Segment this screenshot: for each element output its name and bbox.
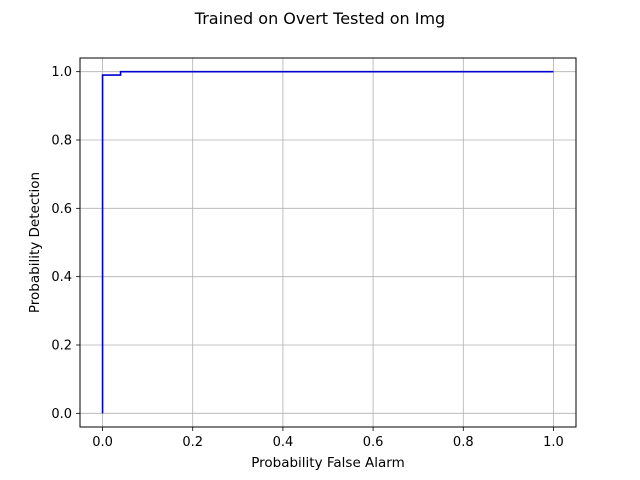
x-tick-label: 0.8 — [453, 435, 474, 450]
plot-area-frame — [79, 57, 577, 428]
y-tick-label: 0.0 — [51, 407, 72, 422]
x-axis-label: Probability False Alarm — [251, 455, 405, 471]
x-tick-label: 0.4 — [273, 435, 294, 450]
x-tick-label: 1.0 — [543, 435, 564, 450]
series-layer — [101, 70, 554, 414]
x-axis-ticks: 0.0 0.2 0.4 0.6 0.8 1.0 — [92, 427, 564, 450]
y-axis-ticks: 0.0 0.2 0.4 0.6 0.8 1.0 — [51, 65, 80, 422]
x-tick-label: 0.0 — [92, 435, 113, 450]
y-tick-label: 0.6 — [51, 202, 72, 217]
y-axis-label: Probability Detection — [27, 172, 43, 313]
roc-curve-line — [101, 70, 554, 414]
grid-lines — [80, 58, 576, 427]
x-tick-label: 0.2 — [182, 435, 203, 450]
y-tick-label: 1.0 — [51, 65, 72, 80]
y-tick-label: 0.4 — [51, 270, 72, 285]
x-tick-label: 0.6 — [363, 435, 384, 450]
y-tick-label: 0.8 — [51, 134, 72, 149]
y-tick-label: 0.2 — [51, 339, 72, 354]
chart-title: Trained on Overt Tested on Img — [194, 9, 445, 28]
